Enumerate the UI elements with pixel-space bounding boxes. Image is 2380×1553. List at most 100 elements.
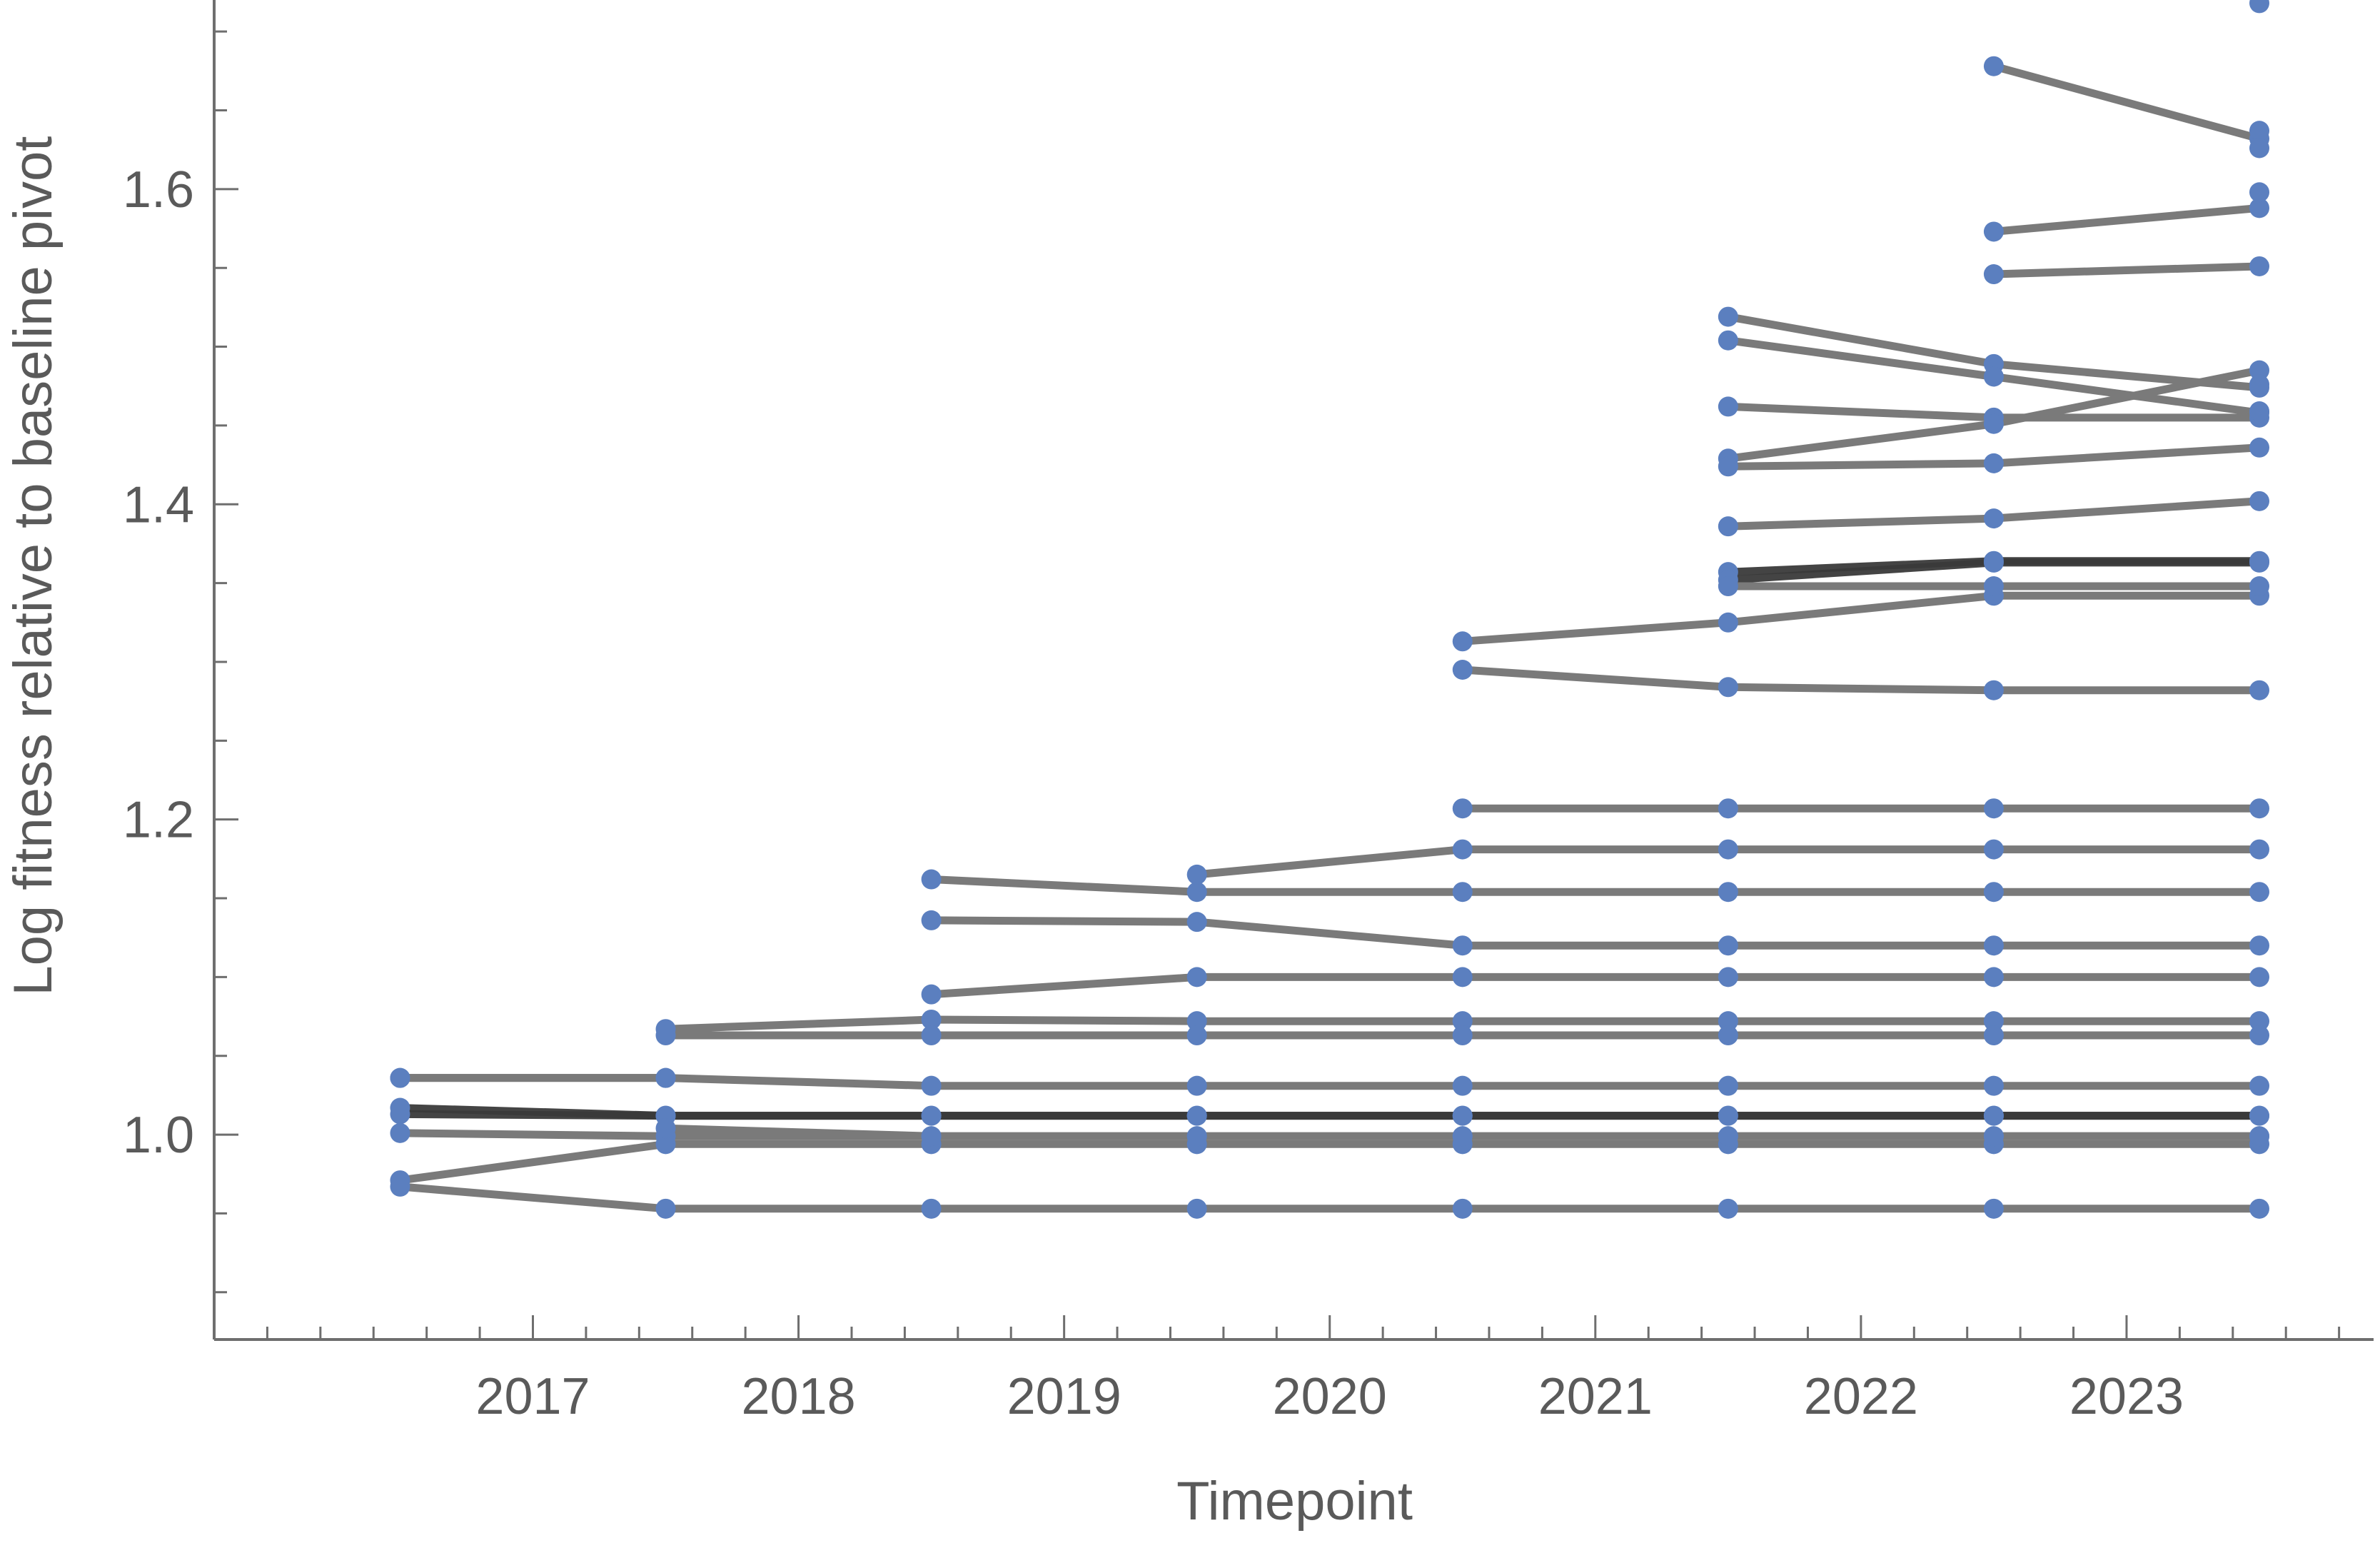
data-point [390, 1067, 410, 1088]
data-point [2249, 401, 2270, 422]
data-point [2249, 839, 2270, 860]
data-point [1186, 967, 1207, 987]
x-tick-label: 2020 [1273, 1368, 1387, 1425]
data-point [2249, 552, 2270, 573]
data-point [921, 1105, 942, 1126]
data-point [1983, 798, 2004, 819]
data-point [1452, 1075, 1473, 1096]
data-point [390, 1176, 410, 1197]
data-point [2249, 576, 2270, 597]
data-point [1186, 1126, 1207, 1147]
data-point [1452, 1105, 1473, 1126]
data-point [1718, 576, 1738, 597]
series-line [1458, 591, 2264, 645]
data-point [2249, 256, 2270, 276]
minor-ticks [214, 30, 2341, 1340]
data-point [921, 1075, 942, 1096]
data-point [921, 984, 942, 1005]
data-point [390, 1104, 410, 1125]
data-point [1983, 1198, 2004, 1219]
data-point [2249, 1011, 2270, 1032]
x-tick-label: 2021 [1538, 1368, 1653, 1425]
data-point [1718, 396, 1738, 417]
data-point [921, 1126, 942, 1147]
data-point [1983, 453, 2004, 473]
data-point [1452, 935, 1473, 956]
data-point [2249, 1105, 2270, 1126]
data-point [1718, 306, 1738, 327]
data-point [1718, 612, 1738, 633]
data-point [2249, 182, 2270, 203]
axes: 2017 2018 2019 2020 2021 2022 2023 1.01.21.41.… [123, 0, 2374, 1425]
series-line [927, 972, 2264, 999]
data-point [1718, 1075, 1738, 1096]
x-axis-ticks: 2017 2018 2019 2020 2021 2022 2023 [475, 1315, 2184, 1425]
data-point [1186, 1075, 1207, 1096]
series-line [1458, 665, 2264, 695]
x-axis-title: Timepoint [1176, 1471, 1413, 1532]
data-point [2249, 798, 2270, 819]
data-point [1186, 1025, 1207, 1046]
series-line [396, 1074, 2264, 1090]
data-point [2249, 0, 2270, 14]
x-tick-label: 2023 [2069, 1368, 2184, 1425]
data-point [1983, 56, 2004, 76]
data-point [921, 1198, 942, 1219]
data-point [1718, 330, 1738, 351]
data-point [2249, 437, 2270, 458]
data-point [1186, 1011, 1207, 1032]
data-point [1452, 967, 1473, 987]
data-point [1186, 1198, 1207, 1219]
data-point [2249, 882, 2270, 903]
data-point [1186, 1105, 1207, 1126]
data-point [2249, 491, 2270, 511]
y-tick-label: 1.0 [123, 1107, 194, 1164]
data-point [1983, 1126, 2004, 1147]
data-point [2249, 138, 2270, 159]
data-point [1718, 1105, 1738, 1126]
data-point [1452, 882, 1473, 903]
data-point [1983, 508, 2004, 529]
data-point [1983, 576, 2004, 597]
x-tick-label: 2019 [1007, 1368, 1121, 1425]
data-point [655, 1067, 676, 1088]
series-line [1990, 262, 2264, 278]
data-point [1452, 1025, 1473, 1046]
data-point [1718, 1011, 1738, 1032]
series-line [927, 875, 2264, 896]
data-point [655, 1198, 676, 1219]
data-point [2249, 374, 2270, 395]
data-point [2249, 198, 2270, 218]
data-point [1452, 1198, 1473, 1219]
series-lines [396, 62, 2264, 1213]
data-point [1983, 1011, 2004, 1032]
data-point [1718, 516, 1738, 537]
data-point [921, 1025, 942, 1046]
x-tick-label: 2022 [1804, 1368, 1918, 1425]
data-point [2249, 935, 2270, 956]
data-point [2249, 121, 2270, 141]
data-point [655, 1118, 676, 1139]
data-point [1452, 839, 1473, 860]
series-line [1990, 62, 2264, 143]
data-point [1186, 912, 1207, 933]
data-point [921, 910, 942, 930]
data-point [1452, 631, 1473, 652]
data-point [1983, 264, 2004, 285]
data-point [2249, 1025, 2270, 1046]
y-axis-ticks: 1.0 1.2 1.4 1.6 [123, 161, 238, 1164]
data-point [390, 1122, 410, 1143]
data-point [1983, 221, 2004, 242]
y-tick-label: 1.6 [123, 161, 194, 218]
data-point [921, 869, 942, 890]
data-point [1452, 1126, 1473, 1147]
data-point [1983, 839, 2004, 860]
series-line [396, 1182, 2264, 1213]
x-tick-label: 2018 [741, 1368, 855, 1425]
data-point [1718, 677, 1738, 698]
data-point [1983, 552, 2004, 573]
data-point [1452, 1011, 1473, 1032]
data-point [1983, 935, 2004, 956]
data-point [1718, 1126, 1738, 1147]
